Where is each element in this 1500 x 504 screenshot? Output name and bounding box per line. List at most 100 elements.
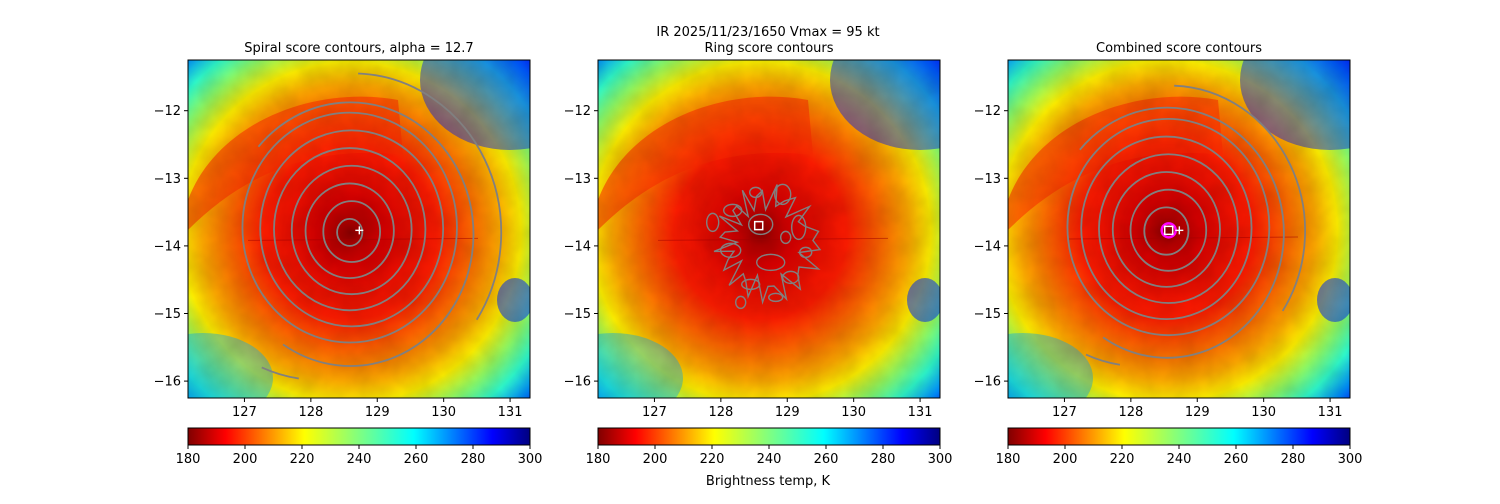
x-tick-label: 128 [1118, 405, 1143, 420]
x-tick-label: 127 [642, 405, 667, 420]
contour-line [1129, 188, 1208, 272]
contour-line [1111, 171, 1221, 288]
panel-3: Combined score contours 127 128 129 130 131 −1… [974, 41, 1363, 467]
y-tick-label: −15 [564, 307, 591, 322]
contour-line [259, 129, 445, 328]
colorbar-tick-label: 240 [347, 452, 372, 467]
contour-line [747, 213, 774, 236]
colorbar-tick-label: 220 [290, 452, 315, 467]
contour-line [719, 242, 742, 259]
contour-line [798, 246, 813, 259]
x-tick-label: 129 [1185, 405, 1210, 420]
panel-1: Spiral score contours, alpha = 12.7 127 12… [154, 41, 543, 467]
colorbar-tick-label: 220 [1110, 452, 1135, 467]
contour-line [336, 217, 364, 247]
x-tick-label: 128 [298, 405, 323, 420]
x-tick-label: 129 [775, 405, 800, 420]
center-square-marker [1163, 225, 1174, 236]
contour-line [767, 292, 784, 303]
colorbar-tick-label: 180 [176, 452, 201, 467]
contours [241, 72, 503, 380]
y-tick-label: −12 [564, 104, 591, 119]
x-tick-label: 131 [498, 405, 523, 420]
x-tick-label: 127 [1052, 405, 1077, 420]
colorbar-tick-label: 200 [1053, 452, 1078, 467]
y-tick-label: −15 [154, 307, 181, 322]
y-tick-label: −12 [154, 104, 181, 119]
contour-line [1066, 117, 1271, 337]
colorbar-tick-label: 300 [928, 452, 953, 467]
contour-line [1174, 84, 1306, 312]
colorbar-tick-label: 240 [757, 452, 782, 467]
colorbar-tick-label: 180 [586, 452, 611, 467]
y-tick-label: −16 [564, 375, 591, 390]
colorbar [597, 427, 941, 446]
colorbar-tick-label: 200 [233, 452, 258, 467]
contour-line [1079, 106, 1285, 359]
contour-line [722, 203, 743, 218]
contour-line [358, 72, 503, 321]
contour-line [261, 366, 299, 380]
contours [705, 183, 822, 310]
contour-line [1143, 206, 1190, 256]
x-tick-label: 129 [365, 405, 390, 420]
contour-line [779, 230, 792, 245]
panel-title: Combined score contours [1096, 41, 1262, 56]
colorbar-tick-label: 300 [518, 452, 543, 467]
contour-line [257, 101, 475, 367]
center-plus-marker [355, 226, 364, 235]
contour-line [755, 253, 786, 272]
contour-line [304, 182, 395, 279]
center-square-marker [753, 220, 764, 231]
contour-line [241, 111, 458, 344]
x-tick-label: 128 [708, 405, 733, 420]
contour-line [322, 200, 381, 263]
colorbar-tick-label: 260 [404, 452, 429, 467]
colorbar-tick-label: 260 [1224, 452, 1249, 467]
y-tick-label: −16 [154, 375, 181, 390]
colorbar [1007, 427, 1351, 446]
contour-line [740, 278, 761, 291]
y-tick-label: −14 [154, 239, 181, 254]
y-tick-label: −12 [974, 104, 1001, 119]
contour-line [790, 214, 807, 241]
contour-line [781, 270, 800, 285]
colorbar-tick-label: 220 [700, 452, 725, 467]
panel-title: Ring score contours [704, 41, 833, 56]
center-plus-marker [1175, 226, 1184, 235]
axes-frame [597, 59, 941, 399]
contour-line [773, 183, 792, 206]
colorbar [187, 427, 531, 446]
y-tick-label: −14 [974, 239, 1001, 254]
colorbar-tick-label: 280 [1281, 452, 1306, 467]
contour-line [734, 295, 747, 310]
y-tick-label: −15 [974, 307, 1001, 322]
y-tick-label: −13 [564, 172, 591, 187]
x-tick-label: 131 [908, 405, 933, 420]
axes-frame [187, 59, 531, 399]
x-tick-label: 131 [1318, 405, 1343, 420]
panel-2: Ring score contours 127 128 129 130 131 −12 −13… [564, 41, 953, 467]
y-tick-label: −13 [974, 172, 1001, 187]
colorbar-label: Brightness temp, K [706, 474, 831, 489]
x-tick-label: 130 [1251, 405, 1276, 420]
contour-line [1098, 153, 1239, 304]
colorbar-tick-label: 180 [996, 452, 1021, 467]
panel-title: Spiral score contours, alpha = 12.7 [244, 41, 473, 56]
y-tick-label: −14 [564, 239, 591, 254]
contour-line [1085, 353, 1121, 366]
suptitle: IR 2025/11/23/1650 Vmax = 95 kt [656, 25, 879, 40]
contour-line [273, 147, 427, 312]
colorbar-tick-label: 280 [461, 452, 486, 467]
ir-image [598, 60, 940, 398]
x-tick-label: 130 [431, 405, 456, 420]
contours [1066, 84, 1306, 366]
contour-line [1080, 135, 1253, 320]
axes-frame [1007, 59, 1351, 399]
y-tick-label: −16 [974, 375, 1001, 390]
y-tick-label: −13 [154, 172, 181, 187]
colorbar-tick-label: 280 [871, 452, 896, 467]
colorbar-tick-label: 260 [814, 452, 839, 467]
colorbar-tick-label: 300 [1338, 452, 1363, 467]
